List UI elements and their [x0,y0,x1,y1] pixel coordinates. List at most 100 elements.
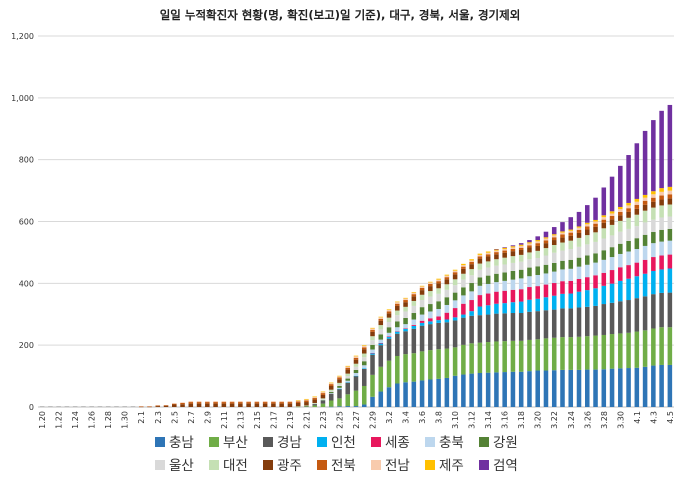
legend-item: 세종 [371,435,410,451]
bar-segment [502,341,507,373]
bar-segment [494,252,499,255]
bar-segment [419,290,425,295]
bar-segment [642,204,648,211]
bar-segment [560,234,565,238]
legend-swatch [317,437,327,447]
bar-segment [585,336,590,370]
x-tick-label: 4.5 [666,411,675,424]
bar-segment [593,369,598,407]
bar-segment [560,222,565,232]
bar-segment [403,328,408,329]
bar-segment [667,240,673,255]
bar-segment [585,277,590,291]
bar-segment [337,384,342,386]
bar-segment [304,406,309,407]
legend-label: 경남 [277,435,302,451]
bar-segment [386,313,392,318]
bar-segment [361,357,367,362]
bar-segment [378,317,384,319]
bar-segment [535,339,540,371]
bar-segment [436,293,441,302]
bar-segment [246,402,251,404]
x-tick-label: 3.28 [600,411,609,429]
bar-segment [304,405,309,407]
bar-segment [626,211,631,218]
legend-item: 제주 [425,458,464,474]
bar-segment [320,398,326,400]
bar-segment [469,300,474,312]
bar-segment [213,403,218,407]
x-tick-label: 2.11 [220,411,229,429]
bar-segment [535,240,540,242]
bar-segment [370,336,375,341]
bar-segment [361,353,367,358]
bar-segment [378,325,384,330]
bar-segment [502,252,507,258]
bar-segment [593,305,598,336]
bar-segment [370,330,375,332]
bar-segment [543,273,549,285]
bar-segment [626,228,631,241]
bar-segment [452,320,458,348]
bar-segment [593,219,598,222]
legend-item: 대전 [209,458,248,474]
bar-segment [626,208,631,212]
bar-segment [469,264,474,270]
bar-segment [72,406,78,407]
bar-segment [436,281,441,284]
y-axis-ticks: 0 200 400 600 800 1,000 1,200 [11,32,34,412]
bar-segment [345,366,351,368]
bar-segment [618,206,623,210]
bar-segment [543,264,549,274]
bar-segment [436,283,441,289]
bar-segment [494,254,499,260]
bar-segment [436,301,441,309]
bar-segment [345,367,351,370]
bar-segment [568,232,574,236]
bar-segment [452,269,458,271]
bar-segment [361,404,367,407]
bar-segment [403,331,408,355]
bar-segment [576,257,582,267]
gridlines [38,35,674,408]
bar-segment [543,255,549,265]
bar-segment [593,221,598,224]
bar-segment [444,348,450,378]
bar-segment [353,375,359,377]
x-tick-label: 3.26 [583,411,592,429]
legend-label: 검역 [493,458,518,474]
bar-segment [221,403,227,407]
legend-swatch [263,460,273,470]
bar-segment [428,350,433,380]
bar-segment [477,269,483,278]
x-tick-label: 3.8 [435,411,444,424]
bar-segment [609,334,615,369]
bar-segment [395,315,400,322]
bar-segment [436,316,441,321]
bar-segment [560,231,565,233]
y-tick-label: 200 [19,341,34,350]
legend-label: 대전 [223,458,248,474]
bar-segment [328,391,334,394]
bar-segment [254,401,260,403]
bar-segment [609,176,615,212]
bar-segment [527,259,532,268]
bar-segment [353,359,359,364]
bar-segment [337,376,342,378]
bar-segment [485,293,491,306]
bar-segment [163,405,169,406]
bar-segment [510,371,516,407]
bar-segment [543,338,549,371]
bar-segment [560,260,565,270]
bar-segment [494,273,499,283]
bar-segment [551,240,557,245]
bar-segment [477,372,483,407]
bar-segment [518,301,524,314]
bar-segment [634,249,640,263]
bar-segment [461,265,466,267]
x-tick-label: 2.13 [236,411,245,429]
bar-segment [601,285,607,305]
bar-segment [651,294,656,329]
bar-segment [667,228,673,241]
